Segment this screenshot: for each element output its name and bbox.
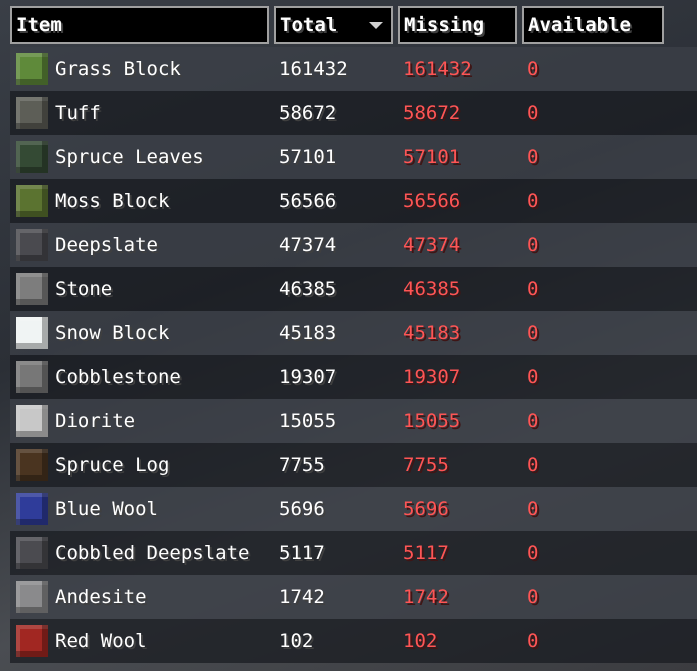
item-name: Diorite <box>55 410 136 432</box>
column-header[interactable]: Total <box>274 6 393 44</box>
total: 5696 <box>279 498 325 520</box>
missing: 15055 <box>403 410 461 432</box>
item-name: Grass Block <box>55 58 181 80</box>
item-name: Moss Block <box>55 190 170 212</box>
item-icon <box>16 53 48 85</box>
available: 0 <box>527 322 539 344</box>
table-row[interactable]: Diorite 15055 15055 0 <box>10 399 697 443</box>
available: 0 <box>527 542 539 564</box>
total: 46385 <box>279 278 337 300</box>
total: 7755 <box>279 454 325 476</box>
table-row[interactable]: Blue Wool 5696 5696 0 <box>10 487 697 531</box>
missing: 7755 <box>403 454 449 476</box>
table-row[interactable]: Snow Block 45183 45183 0 <box>10 311 697 355</box>
table-row[interactable]: Grass Block 161432 161432 0 <box>10 47 697 91</box>
missing: 47374 <box>403 234 461 256</box>
column-header[interactable]: Available <box>522 6 664 44</box>
total: 19307 <box>279 366 337 388</box>
table-row[interactable]: Spruce Log 7755 7755 0 <box>10 443 697 487</box>
sort-arrow <box>369 22 383 29</box>
item-name: Red Wool <box>55 630 147 652</box>
available: 0 <box>527 454 539 476</box>
header-text: Total <box>280 14 338 36</box>
item-icon <box>16 317 48 349</box>
missing: 5696 <box>403 498 449 520</box>
item-icon <box>16 405 48 437</box>
total: 102 <box>279 630 314 652</box>
item-name: Tuff <box>55 102 101 124</box>
item-icon <box>16 273 48 305</box>
total: 57101 <box>279 146 337 168</box>
item-name: Cobbled Deepslate <box>55 542 250 564</box>
available: 0 <box>527 190 539 212</box>
missing: 1742 <box>403 586 449 608</box>
available: 0 <box>527 234 539 256</box>
missing: 46385 <box>403 278 461 300</box>
item-name: Spruce Log <box>55 454 170 476</box>
available: 0 <box>527 278 539 300</box>
total: 161432 <box>279 58 348 80</box>
total: 1742 <box>279 586 325 608</box>
table-row[interactable]: Moss Block 56566 56566 0 <box>10 179 697 223</box>
available: 0 <box>527 366 539 388</box>
missing: 58672 <box>403 102 461 124</box>
item-icon <box>16 625 48 657</box>
missing: 57101 <box>403 146 461 168</box>
total: 15055 <box>279 410 337 432</box>
table-row[interactable]: Cobbled Deepslate 5117 5117 0 <box>10 531 697 575</box>
available: 0 <box>527 498 539 520</box>
item-name: Cobblestone <box>55 366 181 388</box>
available: 0 <box>527 146 539 168</box>
item-icon <box>16 493 48 525</box>
table-row[interactable]: Tuff 58672 58672 0 <box>10 91 697 135</box>
total: 58672 <box>279 102 337 124</box>
table-row[interactable]: Andesite 1742 1742 0 <box>10 575 697 619</box>
item-icon <box>16 361 48 393</box>
item-icon <box>16 185 48 217</box>
total: 56566 <box>279 190 337 212</box>
missing: 161432 <box>403 58 472 80</box>
available: 0 <box>527 410 539 432</box>
item-name: Stone <box>55 278 113 300</box>
missing: 45183 <box>403 322 461 344</box>
total: 47374 <box>279 234 337 256</box>
item-icon <box>16 229 48 261</box>
table-row[interactable]: Deepslate 47374 47374 0 <box>10 223 697 267</box>
table-row[interactable]: Cobblestone 19307 19307 0 <box>10 355 697 399</box>
item-icon <box>16 97 48 129</box>
table-row[interactable]: Red Wool 102 102 0 <box>10 619 697 663</box>
item-name: Deepslate <box>55 234 158 256</box>
missing: 19307 <box>403 366 461 388</box>
missing: 56566 <box>403 190 461 212</box>
item-name: Spruce Leaves <box>55 146 204 168</box>
missing: 102 <box>403 630 438 652</box>
column-header[interactable]: Missing <box>398 6 517 44</box>
table-row[interactable]: Stone 46385 46385 0 <box>10 267 697 311</box>
available: 0 <box>527 586 539 608</box>
column-header[interactable]: Item <box>10 6 269 44</box>
available: 0 <box>527 102 539 124</box>
item-name: Andesite <box>55 586 147 608</box>
missing: 5117 <box>403 542 449 564</box>
item-name: Snow Block <box>55 322 170 344</box>
total: 5117 <box>279 542 325 564</box>
item-icon <box>16 537 48 569</box>
item-icon <box>16 449 48 481</box>
total: 45183 <box>279 322 337 344</box>
available: 0 <box>527 58 539 80</box>
item-name: Blue Wool <box>55 498 158 520</box>
item-icon <box>16 581 48 613</box>
table-row[interactable]: Spruce Leaves 57101 57101 0 <box>10 135 697 179</box>
item-icon <box>16 141 48 173</box>
available: 0 <box>527 630 539 652</box>
